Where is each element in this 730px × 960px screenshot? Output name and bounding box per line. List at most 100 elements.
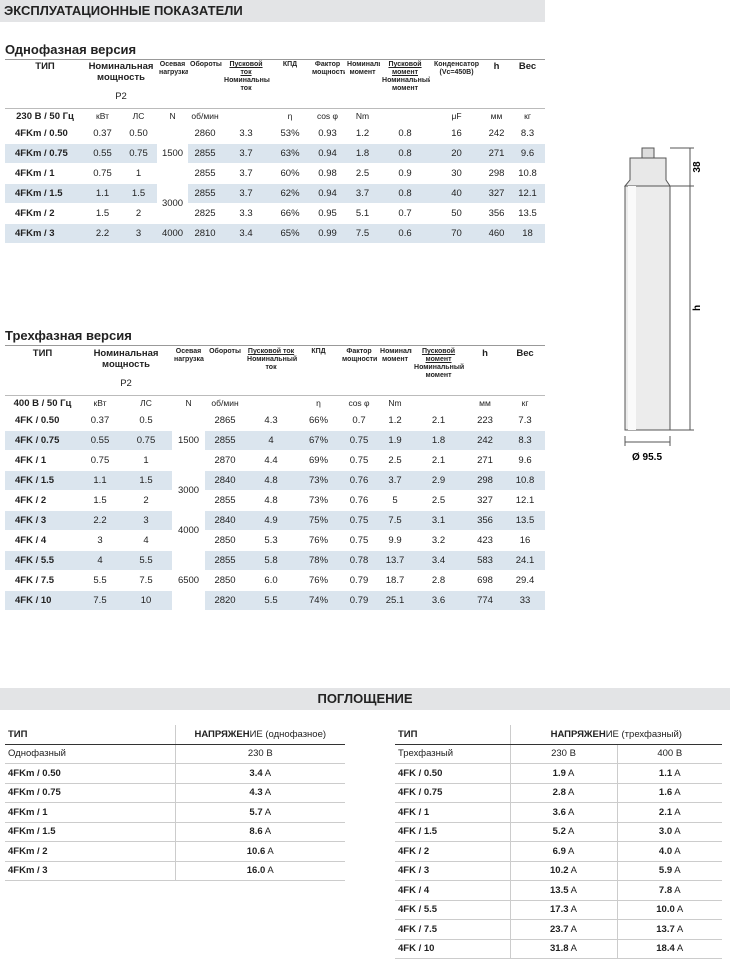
current-cell: 18.4 A [616,939,723,959]
value-cell: 7.5 [120,570,173,591]
value-cell: 13.5 [510,203,546,224]
value-cell: 1 [120,163,158,184]
model-cell: 4FK / 3 [395,861,510,881]
value-cell: 1.2 [345,123,381,144]
value-cell: 2.2 [80,510,120,531]
value-cell: 1.9 [378,430,413,451]
value-cell: 0.8 [380,183,431,204]
current-value: 10.0 [656,904,675,916]
data-row: 4FK / 10 7.5 10 2820 5.5 74% 0.79 25.1 3.6 774 33 [5,590,546,611]
current-value: 17.3 [550,904,569,916]
value-cell: 0.98 [310,163,346,184]
value-cell: 298 [465,470,506,491]
model-cell: 4FK / 7.5 [395,919,510,940]
value-cell: 6.0 [245,570,298,591]
dim-label: 38 [692,161,703,173]
data-row: 4FK / 3 2.2 3 4000 2840 4.9 75% 0.75 7.5 3.1 356 13… [5,510,546,551]
current-unit: A [570,884,577,896]
unit-cell: cos φ [340,394,379,411]
header-cell: КПД [297,345,340,395]
header-line: Осевая нагрузка [159,61,189,76]
value-cell: 3.3 [222,203,271,224]
value-cell: 2.8 [412,570,466,591]
header-denominator: Номинальный ток [247,356,298,371]
current-unit: A [674,826,681,838]
current-value: 18.4 [656,943,675,955]
current-value: 1.6 [658,787,673,799]
current-unit: A [676,904,684,916]
value-cell: 3.6 [412,590,466,611]
section-title: Однофазная версия [5,42,545,60]
value-cell: 3.7 [345,183,381,204]
value-cell: 12.1 [505,490,546,511]
current-unit: A [674,787,681,799]
value-cell: 2865 [205,410,246,431]
model-cell: 4FKm / 2 [5,203,85,224]
header-title: ЭКСПЛУАТАЦИОННЫЕ ПОКАЗАТЕЛИ [4,3,243,18]
header-row: ТИП НАПРЯЖЕНИЕ (однофазное) [5,725,345,745]
value-cell: 4.3 [245,410,298,431]
current-value: 3.4 [249,767,263,779]
model-cell: 4FK / 3 [5,510,80,531]
data-row: 4FK / 7.5 5.5 7.5 2850 6.0 76% 0.79 18.7 2.8 698 2… [5,570,546,591]
motor-diagram: 38 h Ø 95.5 [623,147,703,463]
value-cell: 73% [297,470,341,491]
value-cell: 7.5 [80,590,120,611]
value-cell: 9.9 [378,530,413,551]
data-row: 4FK / 0.50 1.9 A 1.1 A [395,763,723,784]
value-cell: 76% [297,530,341,551]
current-cell: 1.1 A [616,763,723,784]
value-cell: 3.7 [222,143,271,164]
model-cell: 4FK / 5.5 [395,900,510,920]
value-cell: 1.5 [120,183,158,204]
current-value: 1.9 [552,767,566,779]
header-numerator: Пусковой ток [247,348,295,355]
header-row: ТИП НАПРЯЖЕНИЕ (трехфазный) [395,725,723,745]
value-cell: 8.3 [505,430,546,451]
value-cell: 1.2 [378,410,413,431]
value-cell: 423 [465,530,506,551]
data-row: 4FK / 1.5 1.1 1.5 3000 2840 4.8 73% 0.76 3.7 2.9 2… [5,470,546,511]
current-cell: 17.3 A [509,900,617,920]
current-unit: A [674,845,681,857]
value-cell: 0.5 [120,410,173,431]
value-cell: 0.76 [340,470,379,491]
value-cell: 29.4 [505,570,546,591]
value-cell: 0.75 [120,143,158,164]
unit-cell: N [172,394,206,411]
data-row: 4FKm / 1.5 8.6 A [5,822,345,842]
absorption-table: ТИП НАПРЯЖЕНИЕ (трехфазный) Трехфазный 230 … [395,725,723,959]
current-cell: 7.8 A [616,880,723,901]
header-cell: Номинальный момент [345,58,380,108]
value-cell: 3.3 [222,123,271,144]
data-row: 4FK / 2 6.9 A 4.0 A [395,841,723,862]
axial-load-cell: 6500 [172,550,206,611]
value-cell: 18 [510,223,546,244]
data-row: 4FK / 0.75 0.55 0.75 2855 4 67% 0.75 1.9 1.8 242 8… [5,430,546,451]
current-value: 4.3 [249,787,263,799]
current-unit: A [264,787,272,799]
current-cell: 23.7 A [509,919,617,940]
value-cell: 7.3 [505,410,546,431]
value-cell: 3.4 [412,550,466,571]
data-row: 4FK / 0.50 0.37 0.5 1500 2865 4.3 66% 0.7 1.2 2.1… [5,410,546,471]
value-cell: 460 [483,223,511,244]
current-cell: 13.5 A [509,880,617,901]
value-cell: 2855 [188,163,223,184]
value-cell: 0.55 [85,143,120,164]
unit-cell: Nm [378,394,413,411]
header-line: Осевая нагрузка [174,348,204,363]
data-row: 4FK / 4 13.5 A 7.8 A [395,880,723,901]
header-cell: Осевая нагрузка [172,345,205,395]
value-cell: 0.37 [80,410,120,431]
current-value: 4.0 [658,845,673,857]
header-cell: Обороты [205,345,245,395]
unit-cell [245,394,298,411]
value-cell: 78% [297,550,341,571]
value-cell: 0.95 [310,203,346,224]
value-cell: 2810 [188,223,223,244]
header-cell: Конденсатор (Vc=450B) [430,58,483,108]
data-row: 4FK / 2 1.5 2 2855 4.8 73% 0.76 5 2.5 327 12.1 [5,490,546,511]
header-cell: h [465,345,505,395]
value-cell: 0.75 [120,430,173,451]
